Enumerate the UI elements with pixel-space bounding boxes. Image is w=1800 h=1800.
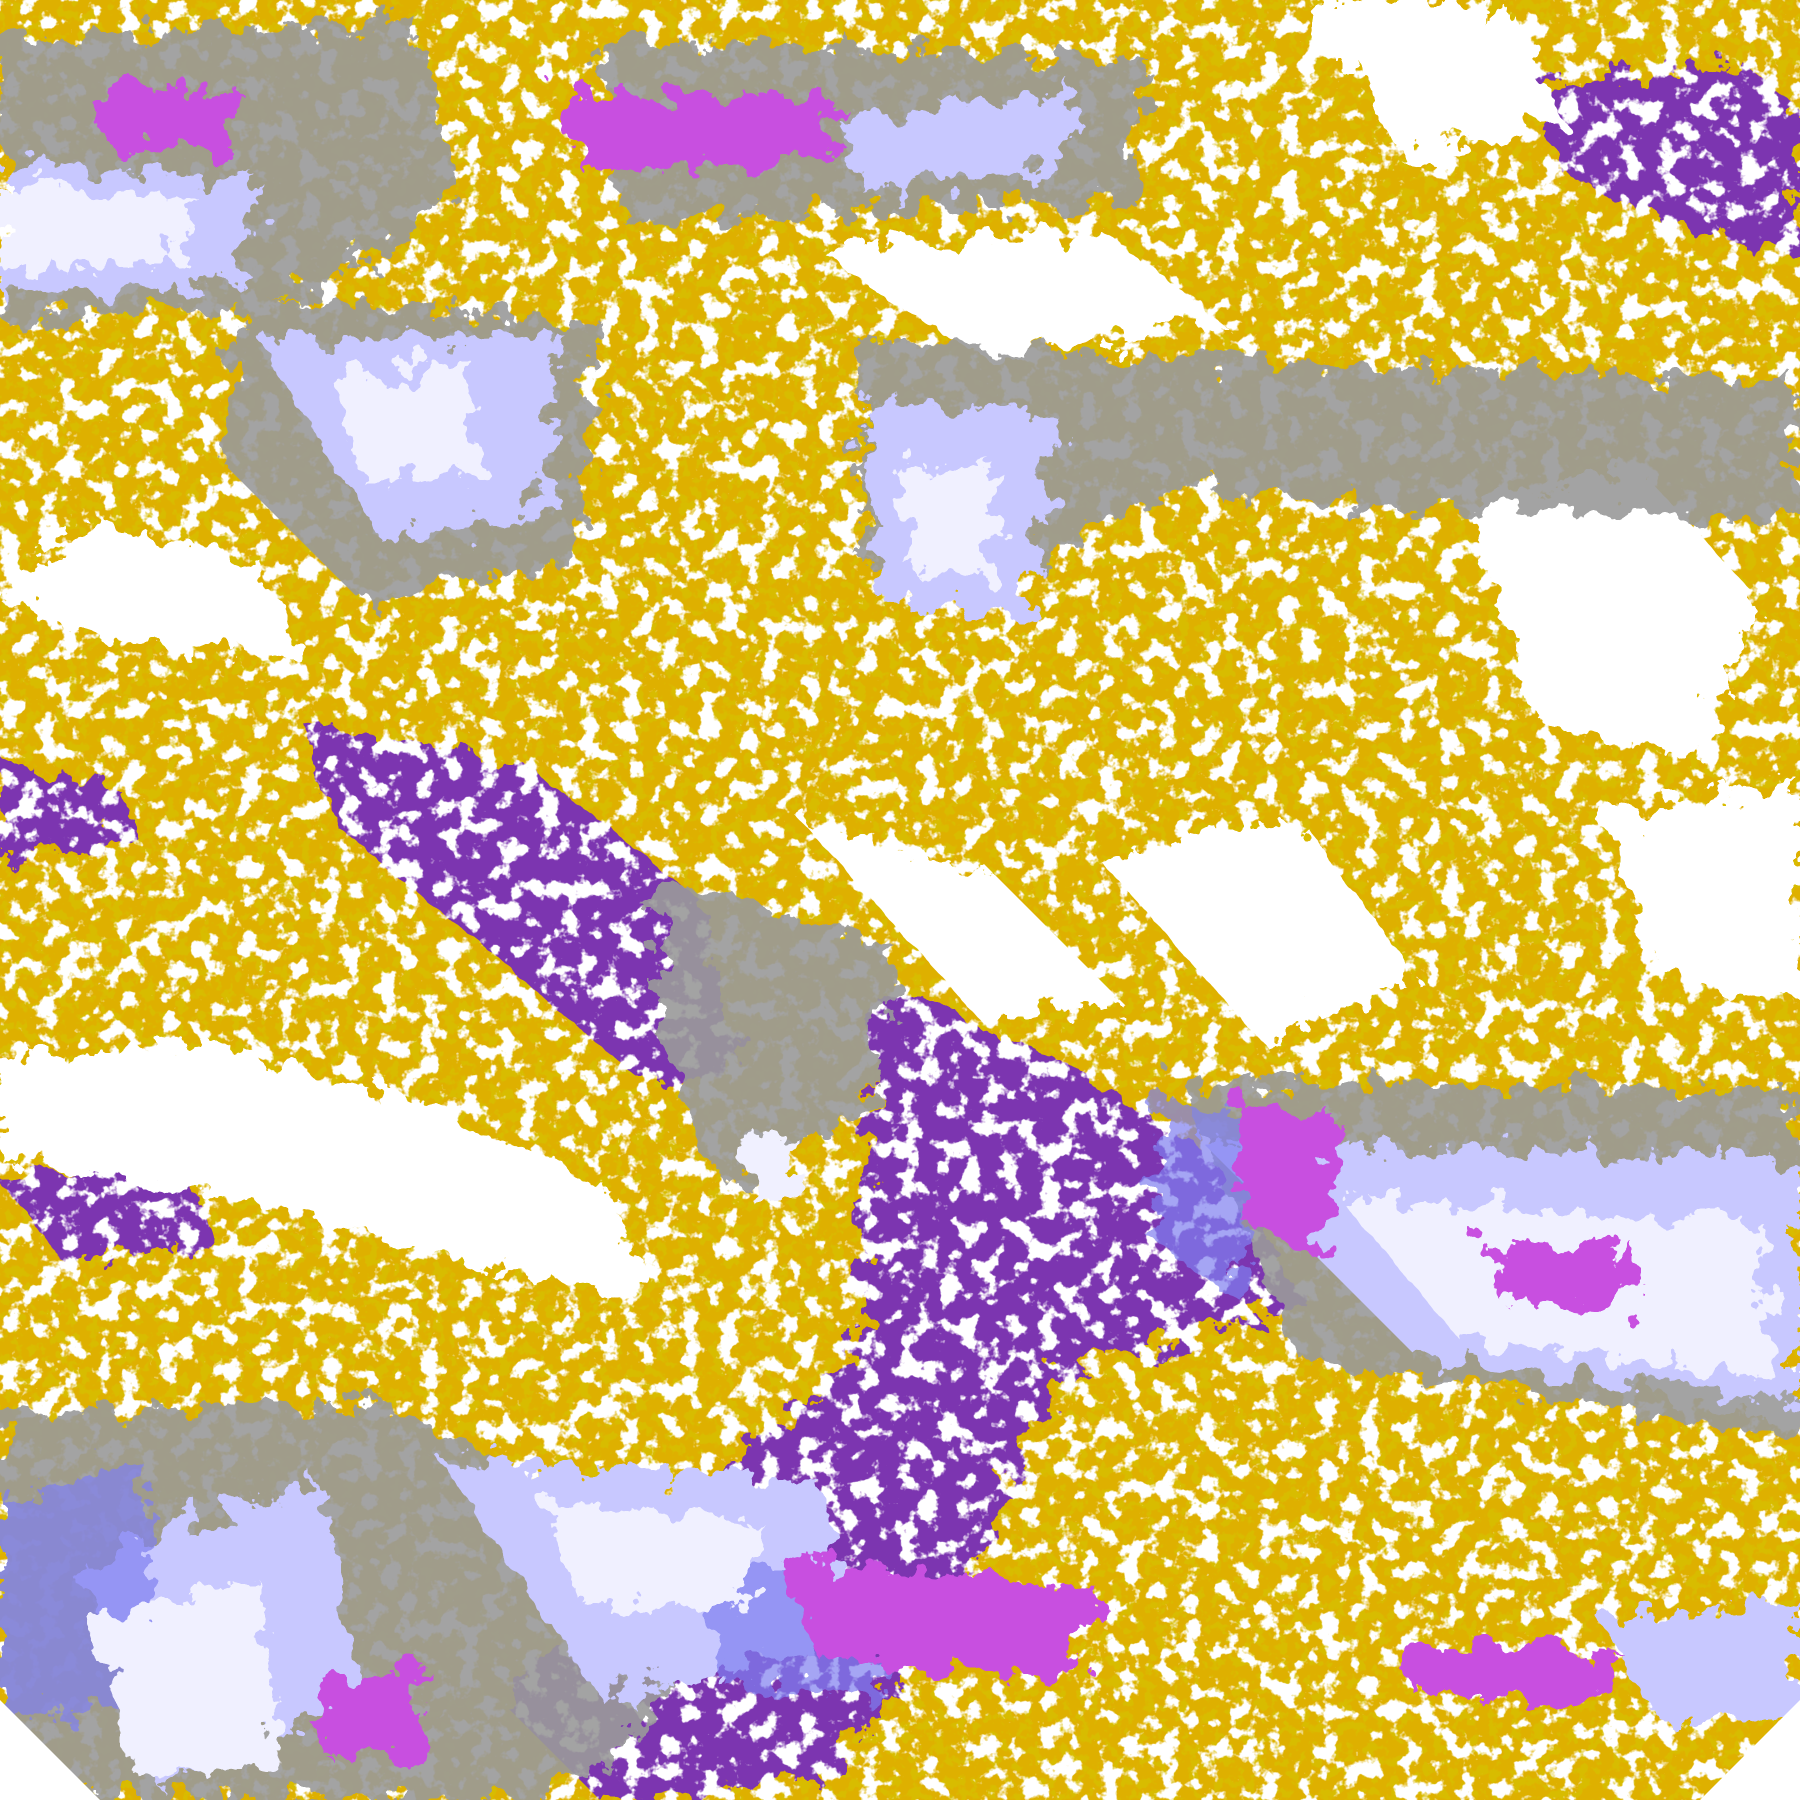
no-data-corners: [0, 1700, 1800, 1800]
deep-convective-regions: [100, 80, 1640, 1760]
